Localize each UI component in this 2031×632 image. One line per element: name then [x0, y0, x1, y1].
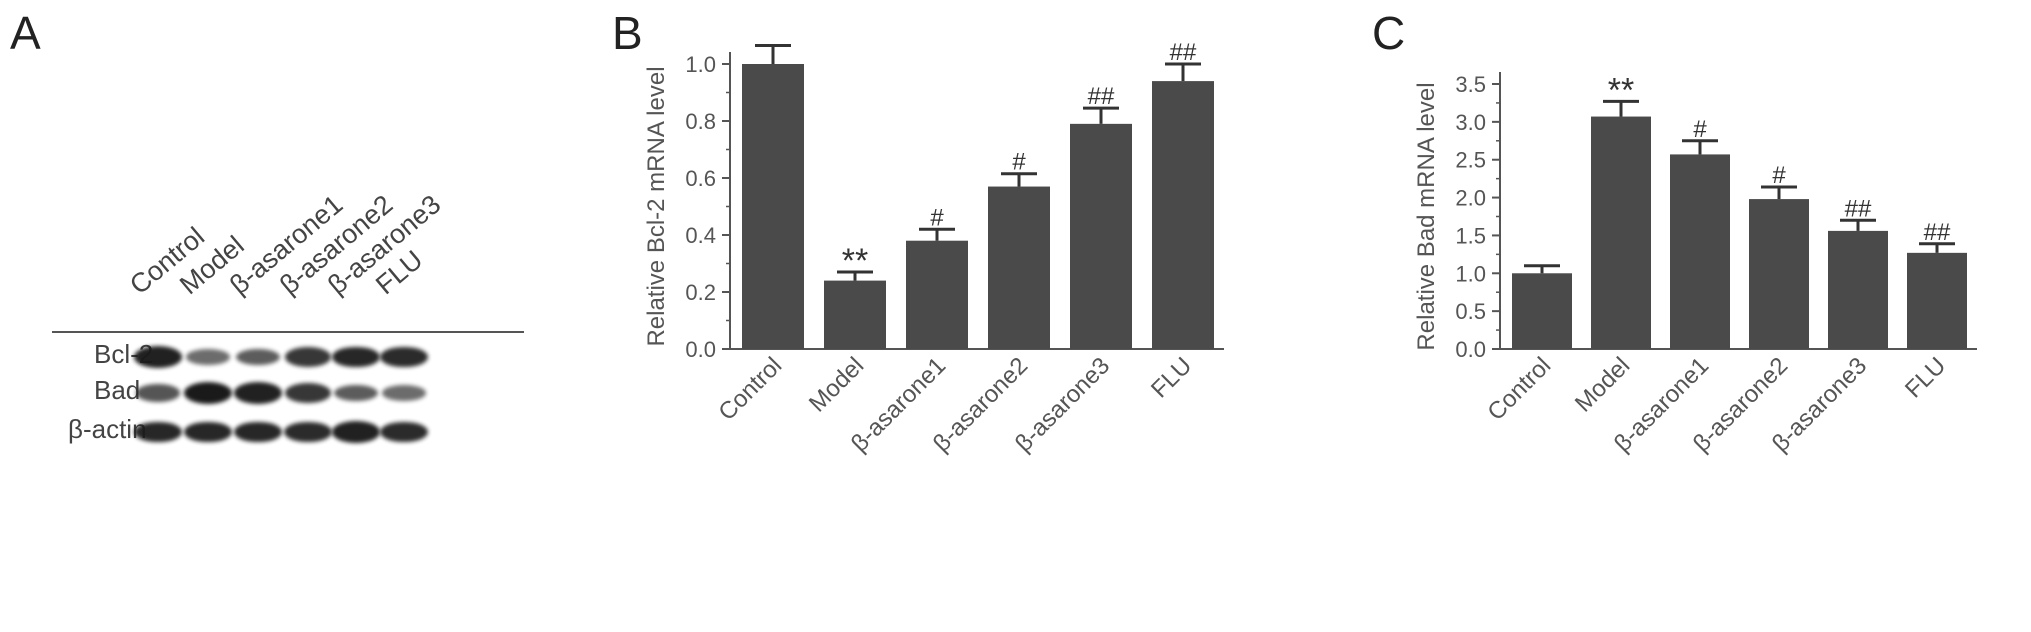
bar	[906, 240, 968, 349]
blot-row-label: Bad	[94, 375, 141, 405]
blot-band	[332, 421, 380, 443]
x-tick-label: Model	[1570, 352, 1635, 417]
blot-band	[284, 383, 332, 403]
x-tick-label: Control	[1482, 352, 1556, 426]
y-tick-label: 0.8	[685, 109, 716, 134]
x-tick-label: Control	[713, 352, 787, 426]
y-tick-label: 3.5	[1455, 72, 1486, 97]
blot-band	[234, 382, 282, 404]
y-tick-label: 0.2	[685, 280, 716, 305]
significance-label: ##	[1924, 219, 1951, 246]
blot-row-label: β-actin	[68, 414, 147, 444]
bar	[1749, 199, 1809, 349]
y-tick-label: 0.6	[685, 166, 716, 191]
significance-label: **	[842, 242, 868, 280]
blot-band	[332, 346, 380, 368]
blot-band	[134, 421, 182, 443]
blot-band	[135, 384, 181, 402]
blot-band	[380, 346, 428, 368]
western-blot-panel: Control Model β-asarone1 β-asarone2 β-asaron…	[0, 0, 560, 632]
significance-label: ##	[1845, 195, 1872, 222]
bar	[1070, 123, 1132, 349]
blot-band	[134, 346, 182, 368]
y-tick-label: 1.5	[1455, 223, 1486, 248]
x-tick-label: FLU	[1146, 352, 1197, 403]
bar	[1670, 154, 1730, 349]
bcl2-bar-chart: 0.0 0.2 0.4 0.6 0.8 1.0 Relative Bcl-2 mRNA le…	[643, 40, 1224, 457]
bar	[1512, 273, 1572, 349]
blot-divider	[52, 331, 524, 333]
x-tick-label: Model	[804, 352, 869, 417]
blot-band	[234, 421, 282, 443]
bar	[1828, 230, 1888, 349]
bar	[988, 186, 1050, 349]
bar	[742, 64, 804, 349]
blot-band	[235, 348, 281, 366]
significance-label: #	[1693, 116, 1707, 143]
blot-band	[284, 421, 332, 443]
y-tick-label: 2.0	[1455, 186, 1486, 211]
significance-label: #	[930, 204, 944, 231]
y-axis-label: Relative Bad mRNA level	[1413, 82, 1440, 350]
x-tick-label: FLU	[1900, 352, 1951, 403]
blot-band	[186, 349, 230, 365]
panel-label-c: C	[1372, 7, 1406, 59]
bar	[1152, 81, 1214, 349]
significance-label: #	[1012, 149, 1026, 176]
significance-label: ##	[1088, 83, 1115, 110]
blot-band	[184, 421, 232, 443]
blot-band	[380, 421, 428, 443]
blot-band	[382, 385, 426, 401]
y-tick-label: 2.5	[1455, 148, 1486, 173]
significance-label: #	[1772, 162, 1786, 189]
y-tick-label: 0.5	[1455, 299, 1486, 324]
panel-label-a: A	[10, 7, 41, 59]
significance-label: ##	[1170, 40, 1197, 66]
bar	[824, 280, 886, 349]
y-tick-label: 0.4	[685, 223, 716, 248]
y-tick-label: 0.0	[685, 337, 716, 362]
bad-bar-chart: 0.0 0.5 1.0 1.5 2.0 2.5 3.0 3.5 Relative Bad mRN…	[1413, 71, 1977, 457]
blot-band	[284, 347, 332, 367]
y-tick-label: 0.0	[1455, 337, 1486, 362]
bar	[1907, 252, 1967, 349]
blot-band	[184, 382, 232, 404]
y-axis-label: Relative Bcl-2 mRNA level	[643, 66, 670, 346]
panel-label-b: B	[612, 7, 643, 59]
y-tick-label: 3.0	[1455, 110, 1486, 135]
y-tick-label: 1.0	[1455, 261, 1486, 286]
y-tick-label: 1.0	[685, 52, 716, 77]
bar	[1591, 116, 1651, 349]
blot-band	[333, 384, 379, 402]
significance-label: **	[1608, 71, 1634, 109]
